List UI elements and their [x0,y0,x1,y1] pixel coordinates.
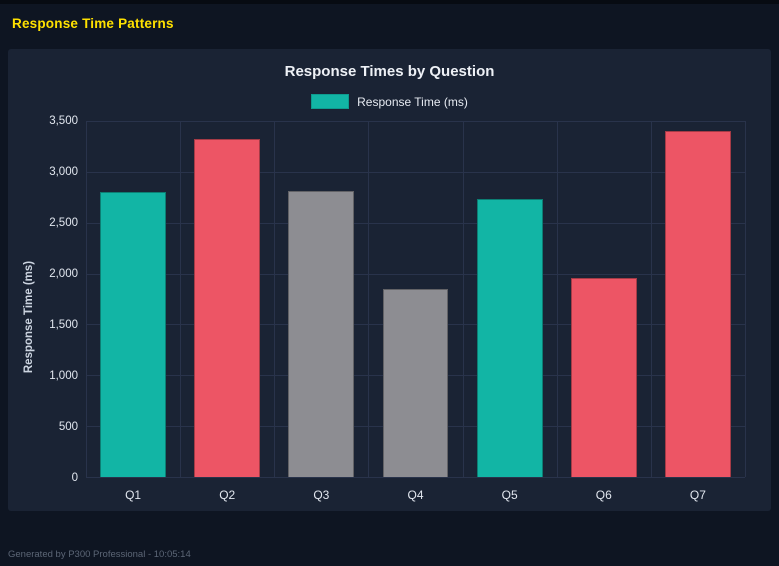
bar-q6 [570,277,637,477]
y-tick-label: 2,500 [49,217,78,229]
gridline-horizontal [86,171,745,173]
gridline-vertical [462,121,464,477]
chart-legend[interactable]: Response Time (ms) [8,94,771,109]
gridline-horizontal [86,121,745,122]
y-axis-title-column: Response Time (ms) [16,121,42,512]
plot-wrap: Q1 Q2 Q3 Q4 Q5 Q6 Q7 [86,121,746,512]
y-tick-label: 500 [58,421,78,433]
bar-q4 [382,288,449,477]
legend-swatch-icon [311,94,350,109]
gridline-vertical [274,121,276,477]
x-tick-label: Q7 [689,488,706,502]
page-title: Response Time Patterns [12,16,174,31]
gridline-vertical [180,121,182,477]
bar-q1 [100,192,166,477]
gridline-vertical [86,121,87,477]
gridline-vertical [368,121,370,477]
y-axis-tick-labels: 3,500 3,000 2,500 2,000 1,500 1,000 500 0 [42,115,86,484]
x-tick-label: Q3 [313,488,330,502]
bar-q2 [194,139,261,477]
chart-area: Response Time (ms) 3,500 3,000 2,500 2,000 1… [8,115,771,512]
page-header: Response Time Patterns [0,4,779,41]
gridline-horizontal [86,477,745,478]
gridline-horizontal [86,222,745,224]
x-tick-label: Q6 [595,488,612,502]
y-tick-label: 1,000 [49,370,78,382]
y-tick-label: 3,500 [49,115,78,127]
y-tick-label: 2,000 [49,268,78,280]
plot-area [86,121,746,478]
x-tick-label: Q4 [407,488,424,502]
x-tick-label: Q2 [219,488,236,502]
footer-text: Generated by P300 Professional - 10:05:1… [8,549,191,560]
x-tick-label: Q1 [125,488,142,502]
chart-title: Response Times by Question [284,63,495,80]
y-tick-label: 1,500 [49,319,78,331]
bar-q3 [288,191,355,477]
gridline-vertical [650,121,652,477]
bar-q5 [476,199,543,477]
y-tick-label: 3,000 [49,166,78,178]
y-axis-title: Response Time (ms) [23,260,35,373]
y-tick-label: 0 [71,472,78,484]
x-axis-tick-labels: Q1 Q2 Q3 Q4 Q5 Q6 Q7 [86,478,745,512]
gridline-vertical [556,121,558,477]
chart-panel: Response Times by Question Response Time… [8,49,771,511]
gridline-horizontal [86,273,745,275]
gridline-vertical [745,121,746,477]
bar-q7 [664,131,731,477]
legend-label: Response Time (ms) [357,94,468,109]
x-tick-label: Q5 [501,488,518,502]
